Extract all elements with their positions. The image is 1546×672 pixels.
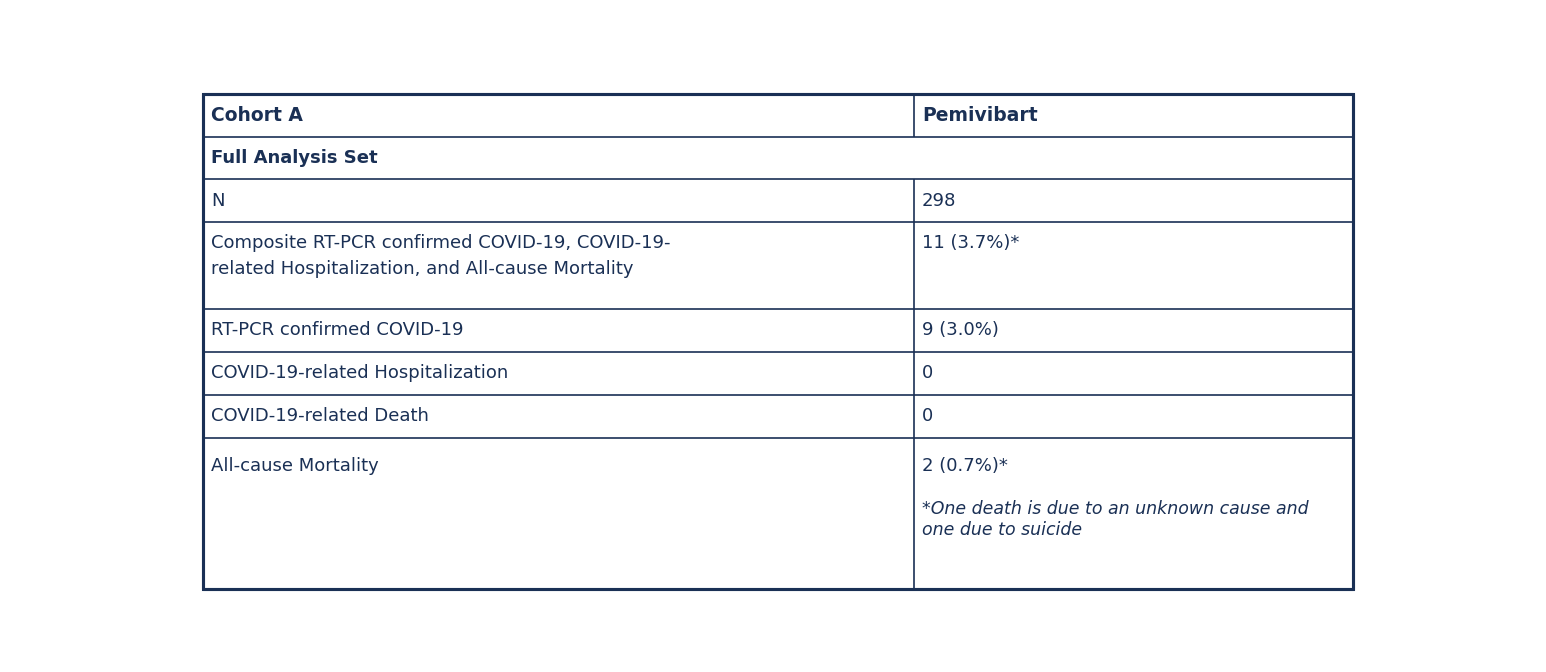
Text: Full Analysis Set: Full Analysis Set bbox=[212, 149, 377, 167]
Text: *One death is due to an unknown cause and
one due to suicide: *One death is due to an unknown cause an… bbox=[921, 500, 1308, 538]
Text: Cohort A: Cohort A bbox=[212, 106, 303, 124]
Text: COVID-19-related Death: COVID-19-related Death bbox=[212, 407, 430, 425]
Text: Pemivibart: Pemivibart bbox=[921, 106, 1037, 124]
Text: Composite RT-PCR confirmed COVID-19, COVID-19-
related Hospitalization, and All-: Composite RT-PCR confirmed COVID-19, COV… bbox=[212, 234, 671, 278]
Text: COVID-19-related Hospitalization: COVID-19-related Hospitalization bbox=[212, 364, 509, 382]
Text: RT-PCR confirmed COVID-19: RT-PCR confirmed COVID-19 bbox=[212, 321, 464, 339]
Text: 0: 0 bbox=[921, 364, 934, 382]
Text: 298: 298 bbox=[921, 192, 957, 210]
Text: All-cause Mortality: All-cause Mortality bbox=[212, 458, 379, 476]
Text: N: N bbox=[212, 192, 224, 210]
Text: 2 (0.7%)*: 2 (0.7%)* bbox=[921, 458, 1008, 476]
Text: 11 (3.7%)*: 11 (3.7%)* bbox=[921, 234, 1019, 252]
Text: 0: 0 bbox=[921, 407, 934, 425]
Text: 9 (3.0%): 9 (3.0%) bbox=[921, 321, 999, 339]
